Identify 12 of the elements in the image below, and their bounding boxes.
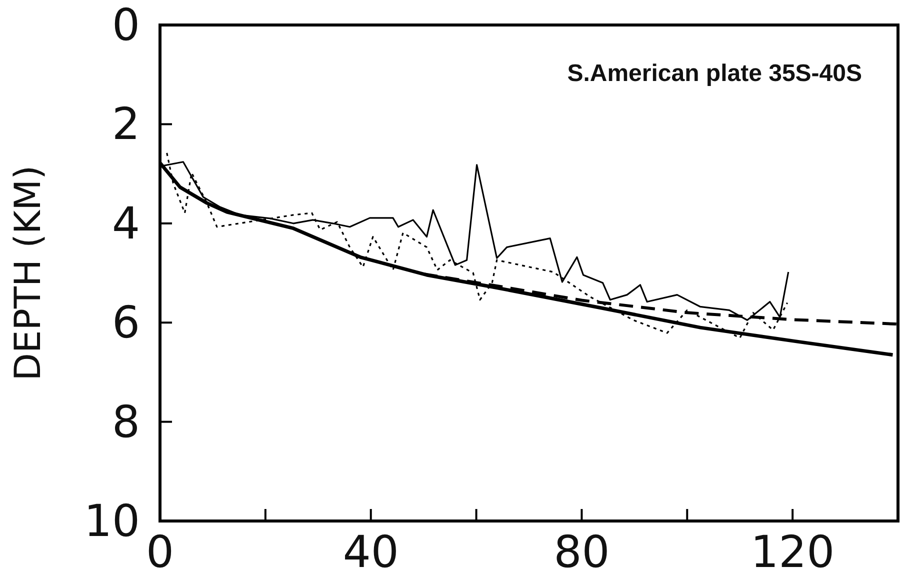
y-tick-label: 0 [112, 0, 140, 51]
y-tick-label: 4 [112, 198, 140, 250]
y-tick-label: 6 [112, 298, 140, 349]
x-tick-label: 120 [750, 527, 835, 578]
annotation: S.American plate 35S-40S [567, 60, 862, 88]
x-tick-label: 80 [554, 527, 610, 578]
x-tick-label: 40 [342, 527, 399, 578]
x-tick-label: 0 [146, 527, 174, 578]
y-tick-label: 8 [112, 396, 140, 448]
y-tick-label: 2 [112, 99, 140, 150]
y-tick-label: 10 [84, 496, 140, 547]
y-axis-title: DEPTH (KM) [8, 165, 49, 381]
